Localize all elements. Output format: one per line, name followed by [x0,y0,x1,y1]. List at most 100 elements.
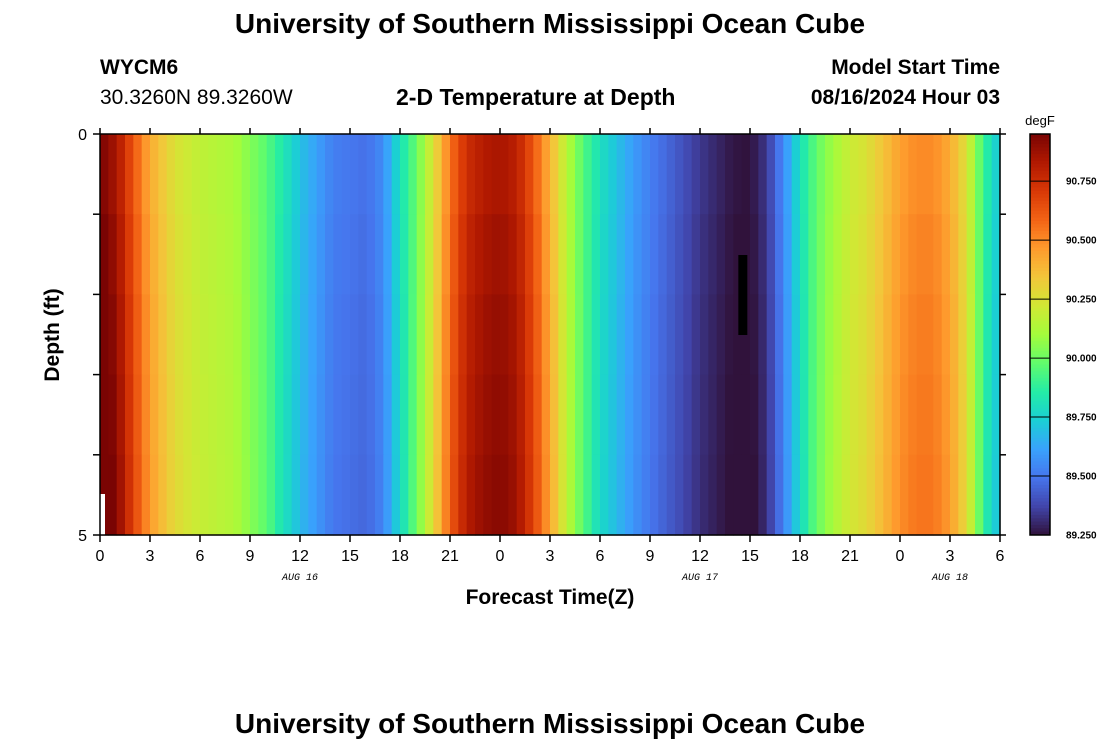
colorbar-segment [1030,177,1050,182]
heatmap-cell [333,294,343,376]
heatmap-cell [133,294,143,376]
heatmap-cell [191,134,201,215]
colorbar-segment [1030,311,1050,315]
heatmap-cell [116,374,126,456]
heatmap-cell [975,214,984,295]
heatmap-cell [241,454,251,536]
heatmap-cell [733,294,743,376]
heatmap-cell [558,214,568,295]
heatmap-cell [375,454,384,536]
colorbar-segment [1030,271,1050,275]
colorbar-segment [1030,174,1050,178]
heatmap-cell [500,294,509,376]
heatmap-cell [658,134,668,215]
heatmap-cell [275,214,284,295]
heatmap-cell [125,134,134,215]
heatmap-cell [166,294,176,376]
heatmap-cell [450,374,459,456]
heatmap-cell [341,214,351,295]
heatmap-cell [416,374,426,456]
station-id: WYCM6 [100,56,179,79]
colorbar-tick-label: 90.000 [1066,354,1097,365]
heatmap-cell [716,294,726,376]
heatmap-cell [900,294,909,376]
heatmap-cell [366,294,376,376]
heatmap-cell [608,454,618,536]
heatmap-cell [291,134,301,215]
colorbar-segment [1030,137,1050,142]
heatmap-cell [875,454,884,536]
heatmap-cell [816,294,826,376]
heatmap-cell [325,134,334,215]
heatmap-cell [150,294,159,376]
colorbar-segment [1030,244,1050,249]
heatmap-cell [683,454,693,536]
heatmap-cell [325,214,334,295]
heatmap-cell [733,454,743,536]
heatmap-cell [875,294,884,376]
colorbar-segment [1030,164,1050,168]
colorbar-tick-label: 90.250 [1066,295,1097,306]
colorbar-segment [1030,441,1050,446]
heatmap-cell [400,294,409,376]
heatmap-cell [141,294,151,376]
heatmap-cell [383,214,393,295]
heatmap-cell [775,134,784,215]
heatmap-cell [583,214,593,295]
heatmap-cell [225,454,234,536]
x-tick-label: 15 [741,548,759,565]
colorbar-segment [1030,257,1050,262]
colorbar-segment [1030,284,1050,289]
heatmap-cell [158,294,168,376]
heatmap-cell [600,294,609,376]
heatmap-cell [816,454,826,536]
colorbar-segment [1030,327,1050,332]
heatmap-cell [308,374,318,456]
heatmap-cell [808,214,818,295]
heatmap-cell [941,294,951,376]
heatmap-cell [275,454,284,536]
x-date-label: AUG 17 [681,573,718,584]
colorbar-segment [1030,481,1050,486]
heatmap-cell [700,214,709,295]
heatmap-cell [850,134,859,215]
heatmap-cell [491,134,501,215]
heatmap-cell [975,294,984,376]
heatmap-cell [891,214,901,295]
colorbar-segment [1030,344,1050,349]
heatmap-cell [733,374,743,456]
heatmap-cell [416,214,426,295]
heatmap-cell [800,134,809,215]
heatmap-cell [783,374,793,456]
heatmap-cell [958,374,968,456]
heatmap-cell [675,454,684,536]
heatmap-cell [808,134,818,215]
heatmap-cell [575,134,584,215]
heatmap-cell [225,294,234,376]
heatmap-cell [683,294,693,376]
colorbar-segment [1030,454,1050,459]
heatmap-cell [650,134,659,215]
heatmap-cell [933,214,943,295]
heatmap-cell [483,214,493,295]
colorbar-segment [1030,491,1050,496]
heatmap-cell [191,374,201,456]
heatmap-cell [691,294,701,376]
colorbar-segment [1030,408,1050,412]
heatmap-cell [266,454,276,536]
heatmap-cell [366,214,376,295]
heatmap-cell [525,214,534,295]
heatmap-cell [141,214,151,295]
heatmap-cell [241,214,251,295]
heatmap-cell [616,374,626,456]
heatmap-cell [391,134,401,215]
heatmap-cell [858,134,868,215]
colorbar-segment [1030,524,1050,529]
heatmap-cell [658,294,668,376]
heatmap-cell [891,454,901,536]
heatmap-cell [158,214,168,295]
heatmap-cell [600,454,609,536]
colorbar-segment [1030,471,1050,476]
heatmap-cell [550,374,559,456]
